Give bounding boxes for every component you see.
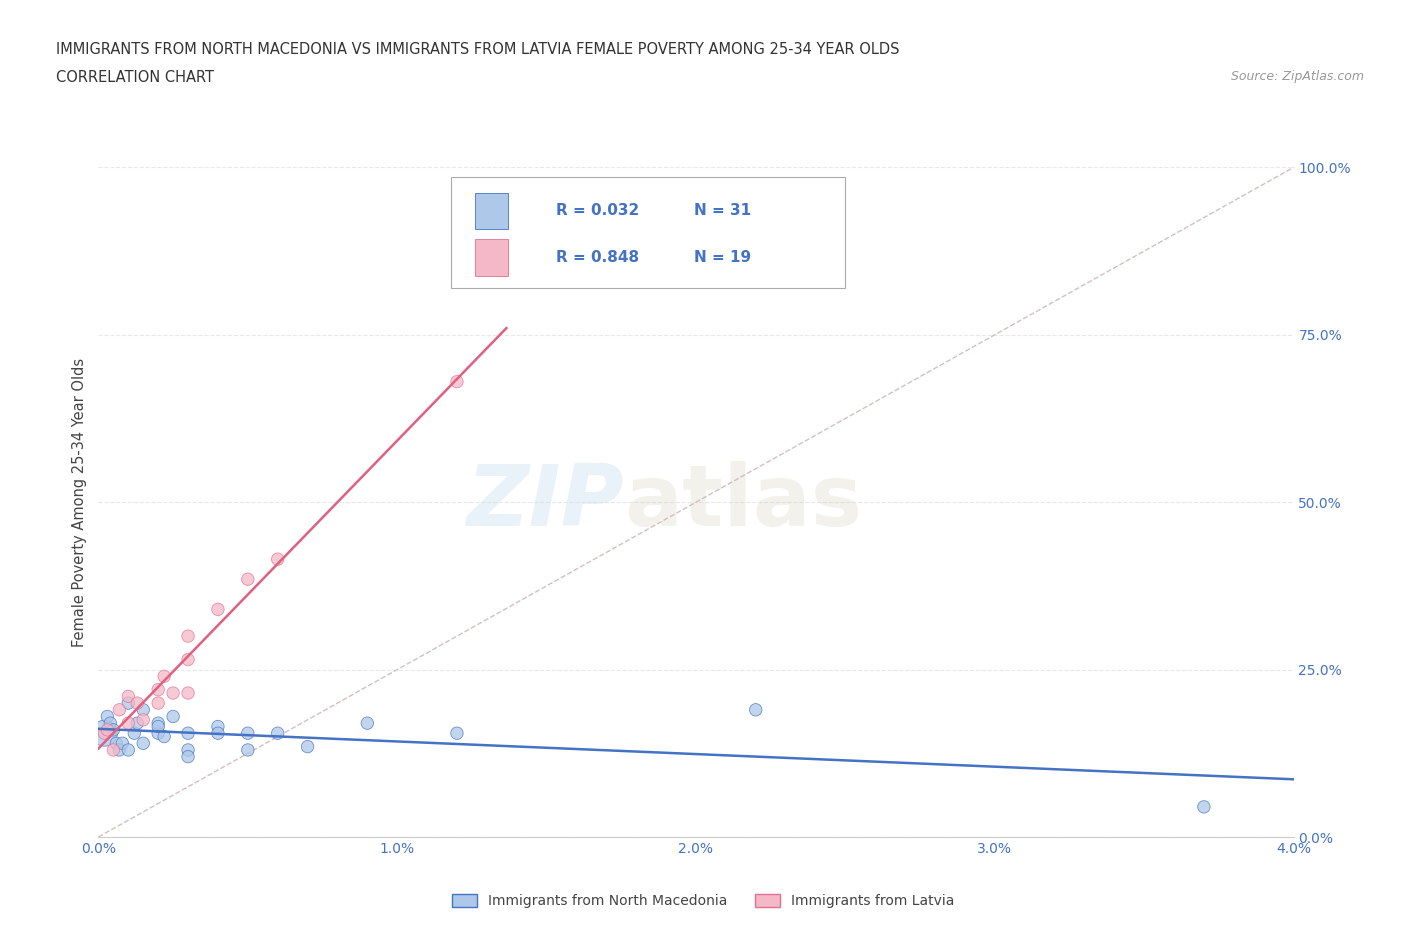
FancyBboxPatch shape [451, 178, 845, 288]
Point [446, 725, 468, 740]
Text: N = 31: N = 31 [693, 204, 751, 219]
Point [745, 702, 768, 717]
Point [108, 742, 131, 757]
Text: N = 19: N = 19 [693, 250, 751, 265]
Point [267, 725, 290, 740]
Point [177, 742, 200, 757]
Legend: Immigrants from North Macedonia, Immigrants from Latvia: Immigrants from North Macedonia, Immigra… [446, 889, 960, 914]
Point [236, 725, 259, 740]
Point [356, 716, 378, 731]
Point [446, 374, 468, 389]
Point [132, 702, 155, 717]
Point [177, 750, 200, 764]
Text: IMMIGRANTS FROM NORTH MACEDONIA VS IMMIGRANTS FROM LATVIA FEMALE POVERTY AMONG 2: IMMIGRANTS FROM NORTH MACEDONIA VS IMMIG… [56, 42, 900, 57]
Point [105, 736, 128, 751]
Bar [475, 239, 509, 276]
Point [117, 716, 139, 731]
Point [177, 652, 200, 667]
Point [267, 551, 290, 566]
Text: Source: ZipAtlas.com: Source: ZipAtlas.com [1230, 70, 1364, 83]
Point [153, 669, 176, 684]
Point [93, 725, 115, 740]
Point [177, 629, 200, 644]
Point [117, 696, 139, 711]
Point [207, 602, 229, 617]
Point [153, 729, 176, 744]
Point [96, 709, 118, 724]
Point [132, 712, 155, 727]
Point [103, 742, 125, 757]
Bar [475, 193, 509, 230]
Point [111, 736, 134, 751]
Point [103, 723, 125, 737]
Point [93, 725, 115, 740]
Point [297, 739, 319, 754]
Point [132, 736, 155, 751]
Point [148, 696, 170, 711]
Point [236, 742, 259, 757]
Point [162, 709, 184, 724]
Point [207, 725, 229, 740]
Point [207, 719, 229, 734]
Text: ZIP: ZIP [467, 460, 624, 544]
Point [148, 725, 170, 740]
Text: R = 0.032: R = 0.032 [557, 204, 640, 219]
Point [117, 742, 139, 757]
Point [148, 683, 170, 698]
Point [177, 725, 200, 740]
Point [124, 725, 146, 740]
Point [162, 685, 184, 700]
Point [148, 719, 170, 734]
Point [236, 572, 259, 587]
Text: atlas: atlas [624, 460, 862, 544]
Point [127, 696, 149, 711]
Point [177, 685, 200, 700]
Point [127, 716, 149, 731]
Y-axis label: Female Poverty Among 25-34 Year Olds: Female Poverty Among 25-34 Year Olds [72, 358, 87, 646]
Point [96, 723, 118, 737]
Point [98, 716, 122, 731]
Point [117, 689, 139, 704]
Point [1192, 800, 1215, 815]
Point [148, 716, 170, 731]
Point [108, 702, 131, 717]
Text: CORRELATION CHART: CORRELATION CHART [56, 70, 214, 85]
Text: R = 0.848: R = 0.848 [557, 250, 640, 265]
